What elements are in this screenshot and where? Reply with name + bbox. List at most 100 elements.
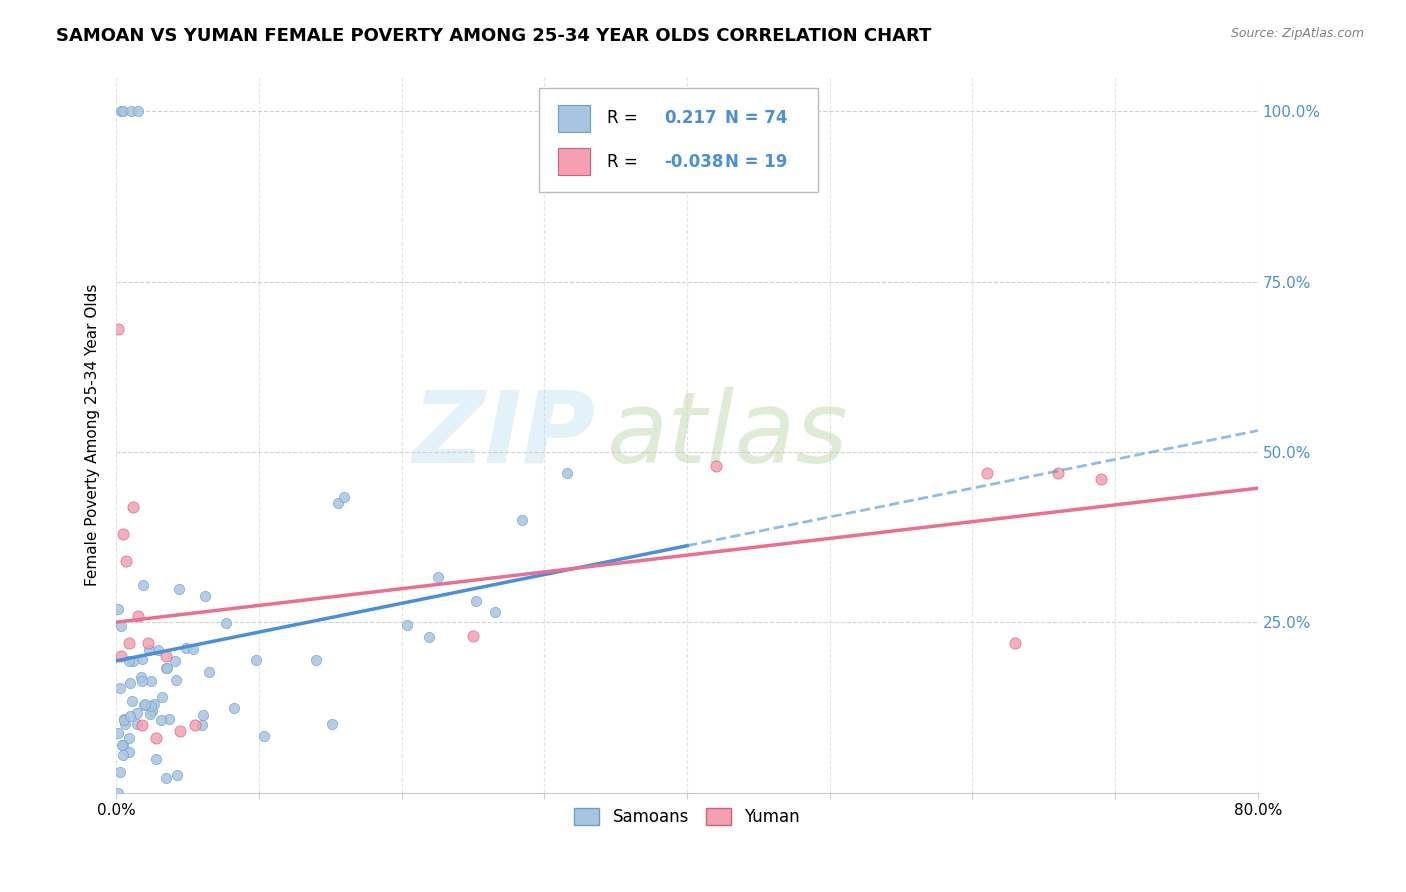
Point [305, 653, 328, 667]
Point [214, 616, 236, 631]
Point [198, 665, 221, 679]
Point [141, 698, 163, 713]
Point [163, 654, 186, 668]
Point [120, 708, 142, 723]
Point [118, 654, 141, 668]
Point [464, 594, 486, 608]
Text: N = 74: N = 74 [724, 109, 787, 128]
Text: SAMOAN VS YUMAN FEMALE POVERTY AMONG 25-34 YEAR OLDS CORRELATION CHART: SAMOAN VS YUMAN FEMALE POVERTY AMONG 25-… [56, 27, 932, 45]
Point [155, 661, 177, 675]
Point [108, 681, 131, 695]
Point [427, 570, 450, 584]
Point [166, 768, 188, 782]
Text: N = 19: N = 19 [724, 153, 787, 171]
Point [155, 771, 177, 785]
Point [512, 513, 534, 527]
Point [1047, 466, 1070, 480]
Point [326, 496, 349, 510]
Point [1090, 472, 1112, 486]
Point [131, 652, 153, 666]
Point [193, 707, 215, 722]
Point [107, 726, 129, 740]
Point [139, 673, 162, 688]
Point [1004, 636, 1026, 650]
Text: -0.038: -0.038 [664, 153, 724, 171]
Point [129, 670, 152, 684]
Point [333, 490, 356, 504]
Point [150, 690, 173, 705]
Point [118, 636, 141, 650]
Point [461, 629, 484, 643]
Point [139, 706, 162, 721]
Point [111, 738, 134, 752]
Point [484, 606, 506, 620]
Point [131, 674, 153, 689]
Point [134, 698, 156, 712]
Point [112, 712, 135, 726]
Point [141, 704, 163, 718]
Point [150, 714, 173, 728]
Point [418, 630, 440, 644]
Point [127, 608, 149, 623]
Point [136, 636, 159, 650]
Point [122, 500, 145, 514]
Point [167, 582, 190, 596]
Point [118, 676, 141, 690]
Point [704, 458, 727, 473]
Point [127, 104, 149, 119]
Point [120, 104, 142, 119]
Point [125, 717, 148, 731]
Text: R =: R = [607, 109, 638, 128]
Point [110, 649, 132, 664]
Point [146, 643, 169, 657]
Point [110, 619, 132, 633]
Point [321, 717, 343, 731]
Text: atlas: atlas [607, 386, 849, 483]
Point [174, 640, 197, 655]
Point [142, 697, 165, 711]
Text: ZIP: ZIP [413, 386, 596, 483]
Point [181, 641, 204, 656]
Point [194, 589, 217, 603]
Point [118, 745, 141, 759]
Point [112, 104, 135, 119]
Point [114, 717, 136, 731]
FancyBboxPatch shape [558, 104, 591, 132]
Point [145, 752, 167, 766]
Point [125, 706, 148, 721]
Point [165, 673, 187, 687]
FancyBboxPatch shape [538, 88, 818, 192]
Point [111, 748, 134, 763]
Point [155, 649, 177, 664]
Text: 0.217: 0.217 [664, 109, 717, 128]
Point [138, 643, 160, 657]
Point [145, 731, 167, 746]
Point [112, 526, 135, 541]
Point [111, 738, 134, 752]
Point [131, 578, 153, 592]
Point [976, 466, 998, 480]
FancyBboxPatch shape [558, 148, 591, 176]
Point [395, 617, 418, 632]
Point [115, 554, 138, 568]
Point [107, 786, 129, 800]
Point [555, 466, 578, 480]
Legend: Samoans, Yuman: Samoans, Yuman [567, 799, 808, 834]
Point [157, 712, 180, 726]
Point [169, 724, 191, 739]
Point [190, 718, 212, 732]
Point [107, 322, 129, 336]
Point [134, 697, 156, 711]
Point [110, 104, 132, 119]
Text: R =: R = [607, 153, 638, 171]
Point [184, 717, 207, 731]
Point [121, 694, 143, 708]
Point [245, 653, 267, 667]
Point [222, 700, 245, 714]
Point [122, 654, 145, 668]
Point [108, 764, 131, 779]
Text: Source: ZipAtlas.com: Source: ZipAtlas.com [1230, 27, 1364, 40]
Point [112, 713, 135, 727]
Point [107, 602, 129, 616]
Point [117, 731, 139, 746]
